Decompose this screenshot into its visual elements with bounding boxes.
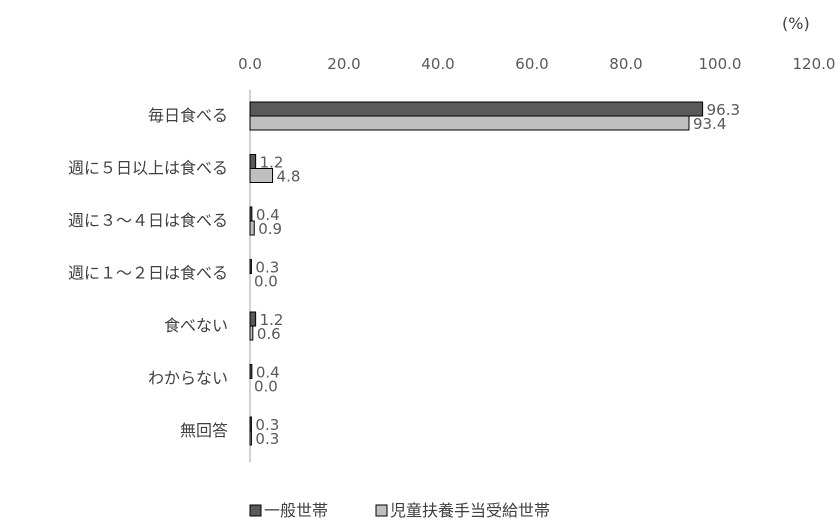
data-label: 93.4 [693, 115, 726, 133]
bar-general [249, 364, 253, 379]
category-label: 週に３～４日は食べる [68, 211, 228, 230]
bar-general [249, 416, 252, 432]
data-label: 96.3 [707, 101, 740, 119]
x-tick-label: 40.0 [421, 55, 454, 73]
legend-label: 一般世帯 [264, 501, 328, 520]
bar-child-support [249, 325, 254, 341]
x-tick-label: 120.0 [793, 55, 836, 73]
category-label: 週に１～２日は食べる [68, 264, 228, 283]
data-label: 0.0 [254, 378, 278, 396]
bar-general [249, 154, 257, 169]
data-label: 0.3 [255, 416, 279, 434]
bar-general [249, 259, 252, 274]
data-label: 1.2 [260, 154, 284, 172]
data-label: 0.4 [256, 364, 280, 382]
data-label: 0.3 [255, 259, 279, 277]
category-label: 無回答 [180, 421, 228, 440]
category-label: 週に５日以上は食べる [68, 159, 228, 178]
legend-label: 児童扶養手当受給世帯 [390, 501, 550, 520]
category-label: 毎日食べる [148, 106, 228, 125]
x-tick-label: 100.0 [699, 55, 742, 73]
legend-swatch [249, 504, 262, 517]
data-label: 4.8 [277, 168, 301, 186]
x-tick-label: 20.0 [327, 55, 360, 73]
bar-child-support [249, 220, 255, 236]
category-label: わからない [148, 369, 228, 388]
data-label: 0.3 [255, 430, 279, 448]
bar-child-support [249, 430, 252, 446]
data-label: 0.9 [258, 220, 282, 238]
legend-swatch [375, 504, 388, 517]
x-tick-label: 60.0 [515, 55, 548, 73]
data-label: 1.2 [260, 311, 284, 329]
bar-general [249, 101, 704, 117]
category-label: 食べない [164, 316, 228, 335]
bar-child-support [249, 115, 690, 131]
data-label: 0.0 [254, 273, 278, 291]
x-tick-label: 80.0 [609, 55, 642, 73]
bar-child-support [249, 168, 274, 183]
unit-label: (%) [782, 14, 810, 33]
x-tick-label: 0.0 [238, 55, 262, 73]
bar-general [249, 206, 253, 222]
data-label: 0.4 [256, 206, 280, 224]
data-label: 0.6 [257, 325, 281, 343]
bar-general [249, 311, 257, 327]
